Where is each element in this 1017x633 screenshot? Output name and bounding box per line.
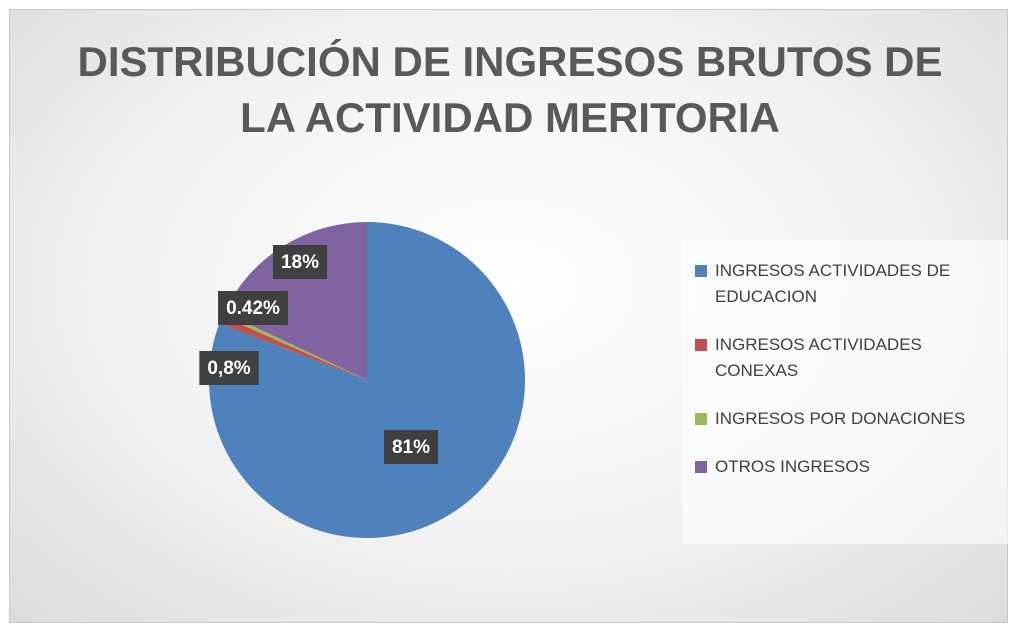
legend-swatch — [695, 265, 707, 277]
legend-swatch — [695, 461, 707, 473]
data-label-box — [272, 245, 328, 279]
data-label-text: 18% — [281, 252, 319, 273]
legend-item: INGRESOS ACTIVIDADES DE EDUCACION — [695, 258, 1000, 310]
legend-swatch — [695, 339, 707, 351]
legend-swatch — [695, 413, 707, 425]
legend-item: OTROS INGRESOS — [695, 454, 1000, 480]
data-label-box — [218, 291, 288, 325]
data-label-text: 0,8% — [207, 358, 250, 379]
pie-slice — [219, 316, 367, 380]
pie-slice — [222, 312, 367, 380]
legend-label: INGRESOS ACTIVIDADES CONEXAS — [715, 335, 922, 380]
chart-title: DISTRIBUCIÓN DE INGRESOS BRUTOS DE LA AC… — [77, 38, 943, 141]
legend-item: INGRESOS ACTIVIDADES CONEXAS — [695, 332, 1000, 384]
data-label: 81% — [383, 430, 439, 464]
legend-label: OTROS INGRESOS — [715, 457, 870, 476]
data-label: 0,8% — [199, 351, 259, 385]
legend-item: INGRESOS POR DONACIONES — [695, 406, 1000, 432]
legend-label: INGRESOS ACTIVIDADES DE EDUCACION — [715, 261, 951, 306]
legend: INGRESOS ACTIVIDADES DE EDUCACION INGRESO… — [683, 240, 1008, 544]
data-label: 18% — [272, 245, 328, 279]
data-label-box — [383, 430, 439, 464]
data-label-text: 81% — [392, 437, 430, 458]
data-label: 0.42% — [218, 291, 288, 325]
pie-slice — [224, 222, 367, 380]
data-label-box — [199, 351, 259, 385]
legend-label: INGRESOS POR DONACIONES — [715, 409, 966, 428]
data-label-text: 0.42% — [226, 298, 280, 319]
